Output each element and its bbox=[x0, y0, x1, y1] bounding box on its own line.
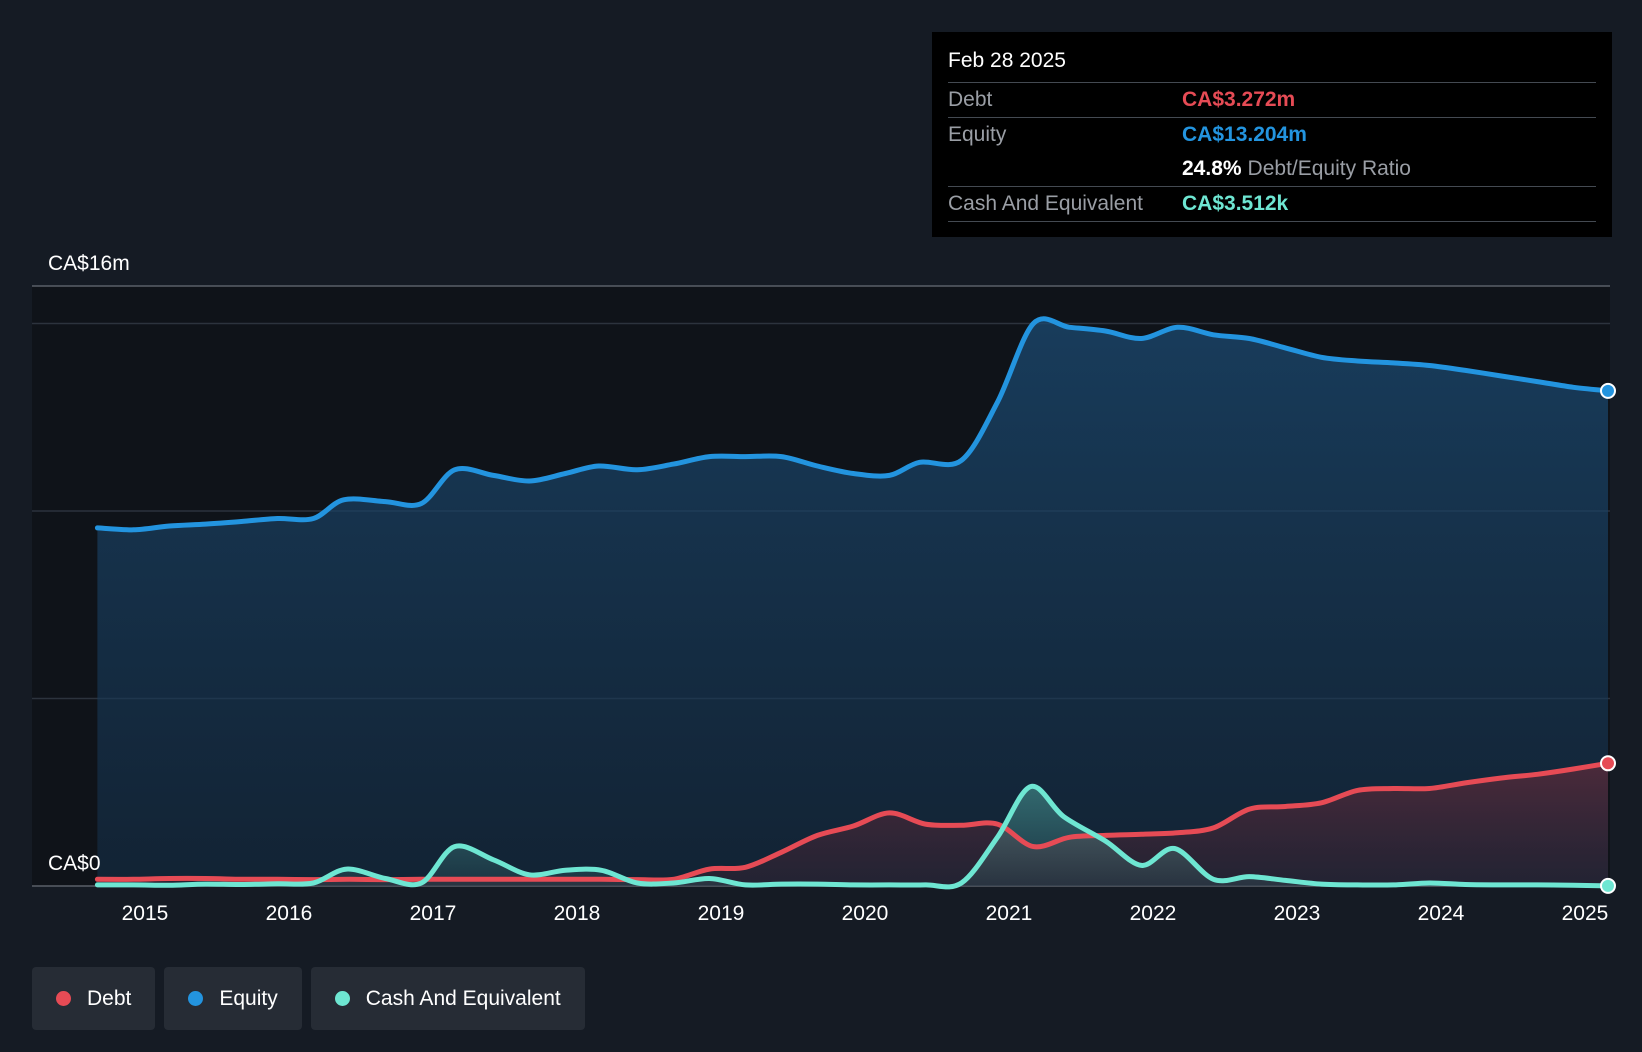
data-tooltip: Feb 28 2025 Debt CA$3.272m Equity CA$13.… bbox=[932, 32, 1612, 237]
tooltip-debt-value: CA$3.272m bbox=[1182, 88, 1296, 111]
x-tick-label-2016: 2016 bbox=[266, 902, 313, 925]
equity-area bbox=[97, 318, 1608, 886]
debt-endpoint bbox=[1600, 755, 1616, 772]
debt-area bbox=[97, 763, 1608, 886]
equity-line bbox=[94, 316, 1611, 533]
tooltip-equity-label: Equity bbox=[948, 123, 1007, 146]
x-tick-label-2015: 2015 bbox=[122, 902, 169, 925]
legend-item-debt[interactable]: Debt bbox=[32, 967, 156, 1030]
tooltip-row-ratio: 24.8% Debt/Equity Ratio bbox=[948, 152, 1596, 187]
tooltip-equity-value: CA$13.204m bbox=[1182, 123, 1307, 146]
tooltip-ratio-value: 24.8% bbox=[1182, 157, 1242, 180]
debt-line bbox=[94, 760, 1611, 883]
series-lines bbox=[94, 316, 1611, 890]
x-tick-label-2024: 2024 bbox=[1418, 902, 1465, 925]
tooltip-row-cash: Cash And Equivalent CA$3.512k bbox=[948, 187, 1596, 222]
tooltip-debt-label: Debt bbox=[948, 88, 993, 111]
y-axis-top-label: CA$16m bbox=[48, 252, 130, 275]
tooltip-cash-value: CA$3.512k bbox=[1182, 192, 1289, 215]
x-tick-label-2021: 2021 bbox=[986, 902, 1033, 925]
y-axis-bottom-label: CA$0 bbox=[48, 852, 101, 875]
series-areas bbox=[97, 318, 1608, 887]
legend-cash-label: Cash And Equivalent bbox=[365, 986, 561, 1010]
debt-dot-icon bbox=[56, 991, 71, 1006]
cash-dot-icon bbox=[334, 991, 350, 1006]
equity-endpoint bbox=[1600, 382, 1616, 399]
legend-debt-label: Debt bbox=[87, 986, 132, 1010]
tooltip-cash-label: Cash And Equivalent bbox=[948, 192, 1143, 215]
x-tick-label-2019: 2019 bbox=[698, 902, 745, 925]
x-tick-label-2022: 2022 bbox=[1130, 902, 1177, 925]
chart-legend: Debt Equity Cash And Equivalent bbox=[32, 967, 585, 1030]
x-axis-ticks: 2015 2016 2017 2018 2019 2020 2021 2022 2023 2024… bbox=[122, 902, 1609, 925]
x-tick-label-2018: 2018 bbox=[554, 902, 601, 925]
equity-dot-icon bbox=[188, 991, 204, 1006]
legend-equity-label: Equity bbox=[219, 986, 278, 1010]
x-tick-label-2017: 2017 bbox=[410, 902, 457, 925]
legend-item-equity[interactable]: Equity bbox=[164, 967, 302, 1030]
cash-endpoint bbox=[1600, 877, 1616, 894]
tooltip-row-equity: Equity CA$13.204m bbox=[948, 118, 1596, 152]
x-tick-label-2020: 2020 bbox=[842, 902, 889, 925]
tooltip-ratio-label: Debt/Equity Ratio bbox=[1247, 157, 1411, 180]
x-tick-label-2025: 2025 bbox=[1562, 902, 1609, 925]
cash-line bbox=[94, 784, 1611, 890]
tooltip-ratio-spacer bbox=[948, 152, 1182, 186]
x-tick-label-2023: 2023 bbox=[1274, 902, 1321, 925]
cash-area bbox=[97, 786, 1608, 887]
tooltip-row-debt: Debt CA$3.272m bbox=[948, 83, 1596, 118]
legend-item-cash[interactable]: Cash And Equivalent bbox=[310, 967, 585, 1030]
series-endpoints bbox=[1600, 382, 1616, 894]
tooltip-date: Feb 28 2025 bbox=[948, 46, 1596, 83]
